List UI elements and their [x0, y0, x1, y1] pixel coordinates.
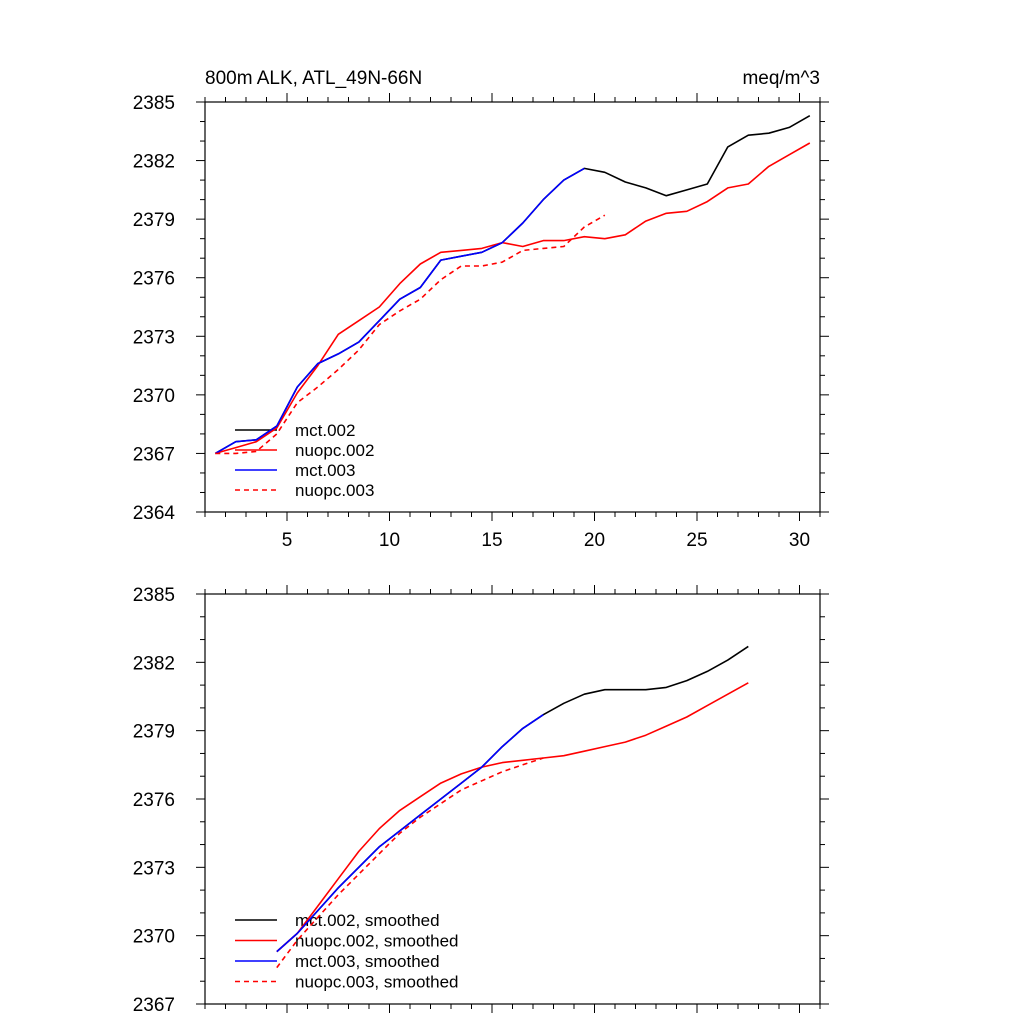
bottom-series-line-3: [276, 714, 544, 953]
top-chart-title: 800m ALK, ATL_49N-66N: [205, 68, 422, 89]
top-series-line-4: [215, 214, 606, 455]
bottom-y-tick-label: 2376: [133, 790, 175, 811]
bottom-y-tick-label: 2367: [133, 995, 175, 1016]
bottom-legend-label-3: mct.003, smoothed: [295, 952, 440, 971]
top-y-tick-label: 2373: [133, 327, 175, 348]
top-y-tick-label: 2382: [133, 152, 175, 173]
top-legend-label-2: nuopc.002: [295, 441, 374, 460]
top-y-tick-label: 2385: [133, 93, 175, 114]
top-chart-units: meq/m^3: [742, 68, 820, 89]
bottom-y-tick-label: 2379: [133, 722, 175, 743]
top-y-tick-label: 2379: [133, 210, 175, 231]
bottom-legend-label-1: mct.002, smoothed: [295, 911, 440, 930]
bottom-panel: 2367 2370 2373 2376 2379 2382 2385 mct.002, smo…: [133, 585, 829, 1016]
top-x-tick-label: 5: [282, 530, 293, 551]
top-y-tick-label: 2370: [133, 386, 175, 407]
top-legend-label-4: nuopc.003: [295, 481, 374, 500]
top-legend-label-3: mct.003: [295, 461, 355, 480]
bottom-y-tick-label: 2385: [133, 585, 175, 606]
bottom-y-tick-label: 2373: [133, 858, 175, 879]
bottom-y-tick-label: 2382: [133, 653, 175, 674]
top-x-tick-label: 15: [481, 530, 502, 551]
top-y-tick-label: 2364: [133, 503, 176, 524]
bottom-series-line-4: [276, 757, 544, 969]
top-series-line-2: [215, 142, 811, 455]
bottom-legend-label-2: nuopc.002, smoothed: [295, 932, 459, 951]
top-y-tick-label: 2367: [133, 444, 175, 465]
top-x-tick-label: 20: [584, 530, 605, 551]
top-series-line-3: [214, 167, 585, 455]
top-series-line-1: [214, 115, 811, 455]
top-y-tick-label: 2376: [133, 269, 175, 290]
top-x-tick-label: 10: [379, 530, 400, 551]
top-panel: 5 10 15 20 25 30 2364 2367 2370 2373 2376 2379 2382 2…: [133, 68, 829, 551]
bottom-series-line-2: [276, 682, 749, 953]
bottom-legend-label-4: nuopc.003, smoothed: [295, 973, 459, 992]
bottom-series-line-1: [276, 645, 749, 953]
top-x-tick-label: 30: [789, 530, 810, 551]
top-legend-label-1: mct.002: [295, 421, 355, 440]
top-x-tick-label: 25: [686, 530, 707, 551]
bottom-y-tick-label: 2370: [133, 927, 175, 948]
